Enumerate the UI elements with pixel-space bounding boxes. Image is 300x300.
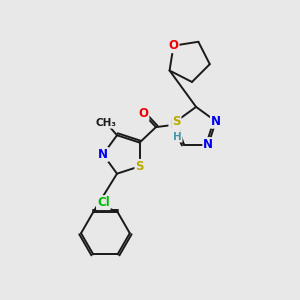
Text: N: N <box>203 138 213 151</box>
Text: CH₃: CH₃ <box>95 118 116 128</box>
Text: O: O <box>169 39 178 52</box>
Text: O: O <box>139 107 148 120</box>
Text: N: N <box>98 148 108 161</box>
Text: Cl: Cl <box>97 196 110 209</box>
Text: H: H <box>173 132 182 142</box>
Text: S: S <box>135 160 144 173</box>
Text: N: N <box>211 115 221 128</box>
Text: S: S <box>172 115 181 128</box>
Text: N: N <box>169 118 179 131</box>
